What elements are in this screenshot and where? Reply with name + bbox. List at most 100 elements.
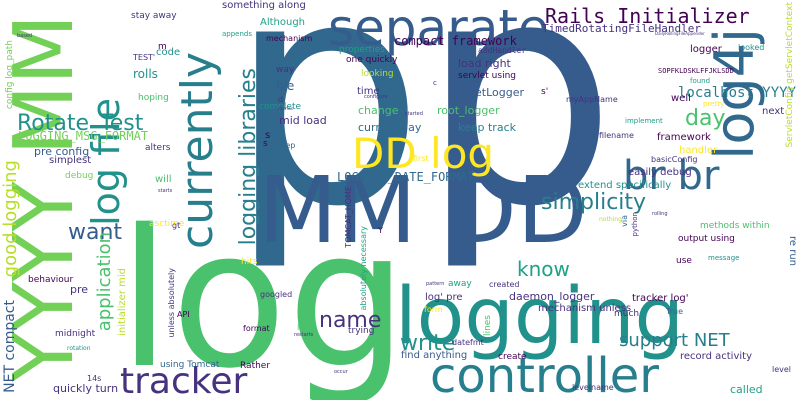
word-logger: logger [690, 45, 722, 55]
word-get-logger: getLogger [468, 87, 524, 98]
word-day: day [685, 108, 725, 130]
word-initializer-mid: initializer mid [118, 268, 128, 336]
word-looked: looked [738, 44, 764, 52]
word-way: way [276, 66, 294, 75]
word-based: based [17, 34, 32, 39]
word-much: much [614, 310, 639, 319]
word-one-quickly: one quickly [346, 56, 398, 65]
word-find-anything: find anything [401, 351, 467, 361]
word-behaviour: behaviour [28, 276, 73, 285]
word-extend-specifically: extend specifically [578, 181, 671, 191]
word-use: use [676, 257, 692, 266]
word-api: API [177, 311, 190, 319]
word-current-day: current day [358, 122, 421, 133]
word-although: Although [260, 18, 305, 28]
word-form: form [424, 306, 443, 314]
word-sopfkl: SOPFKLDSKLFFJKLSDD [658, 68, 734, 75]
word-implement: implement [625, 118, 663, 125]
word-pre-config: pre config [34, 146, 89, 157]
word-true: True [666, 308, 683, 316]
word-application: application [96, 232, 114, 331]
word-alters: alters [145, 144, 170, 153]
word-14s: 14s [87, 375, 101, 383]
word-mechanism: mechanism [266, 35, 312, 43]
word-properties: properties [339, 46, 385, 55]
word-localhost-yyyy: localhost YYYY [678, 86, 796, 100]
word-re-run: re run [787, 236, 797, 266]
word-trying: trying [348, 327, 374, 336]
word-midnight: midnight [55, 330, 95, 339]
word-will: will [155, 175, 172, 185]
word-test: TEST' [133, 54, 155, 62]
word-daily-rolling: DailyRollingFileAppender [655, 32, 705, 36]
word-datefmt: datefmt [452, 339, 484, 347]
word-using-tomcat: using Tomcat [160, 361, 219, 370]
word-tomcat-home: TOMCAT_HOME [345, 186, 353, 248]
word-net-compact: NET compact [3, 300, 17, 393]
word-well: well [671, 94, 691, 104]
word-my-app-name: myAppName [566, 96, 618, 104]
word-good-logging: good logging [2, 160, 20, 277]
word-create: create [498, 353, 527, 362]
word-pattern: pattern [426, 282, 444, 287]
word-tracker-log: tracker log' [632, 294, 689, 304]
word-pretty: pretty [703, 101, 724, 108]
word-logging-date-format: LOGGING_DATE_FORMAT [337, 171, 474, 183]
word-root-logger: root_logger [437, 105, 500, 116]
word-created: created [489, 281, 519, 289]
word-pre: pre [70, 284, 88, 295]
word-log-pre: log' pre [425, 293, 463, 303]
word-nothing: nothing [599, 217, 622, 223]
word-format: format [243, 325, 270, 333]
word-know: know [517, 259, 570, 279]
word-levelname: levelname [572, 384, 614, 392]
word-quickly-turn: quickly turn [53, 383, 118, 394]
word-called: called [730, 384, 763, 395]
word-simplicity: simplicity [541, 192, 646, 214]
word-rotation: rotation [67, 346, 91, 352]
word-add-handler: addHandler [478, 47, 526, 55]
word-record-activity: record activity [680, 352, 752, 362]
word-s-quote: s' [541, 88, 548, 97]
word-y: Y [378, 227, 383, 235]
word-methods-within: methods within [700, 222, 770, 231]
word-appends: appends [222, 31, 252, 38]
word-servlet-using: servlet using [458, 72, 516, 81]
word-change: change [358, 105, 398, 116]
word-lines: lines [484, 315, 493, 336]
word-s2: s [263, 140, 268, 149]
word-unless-absolutely: unless absolutely [168, 268, 176, 338]
word-next: next [762, 107, 784, 117]
word-python: python [632, 212, 639, 237]
word-first: first [413, 155, 429, 163]
word-occur: occur [334, 370, 348, 375]
word-info: info [297, 324, 312, 332]
word-starts: starts [158, 189, 172, 194]
word-configure: configure [364, 95, 388, 100]
word-googled: googled [260, 291, 292, 299]
word-support-net: support NET [619, 332, 730, 350]
word-mid-load: mid load [279, 115, 327, 126]
word-gt: gt [172, 222, 180, 230]
word-rolls: rolls [133, 68, 158, 80]
word-filename: filename [599, 132, 634, 140]
word-output-using: output using [678, 235, 735, 244]
word-stay-away: stay away [131, 12, 177, 21]
word-file: file [276, 80, 294, 92]
word-servlet-config: ServletConfig getServletContext [786, 2, 795, 147]
word-dismiss: dismiss [278, 107, 293, 111]
word-sleep: sleep [274, 142, 295, 150]
word-absolutely-necessary: absolutely necessary [360, 226, 368, 310]
word-m: m [158, 43, 167, 52]
word-framework: framework [657, 133, 711, 143]
word-looking: looking [361, 70, 394, 79]
word-away: away [448, 280, 472, 289]
word-c: c [433, 80, 437, 87]
word-basic-config: basicConfig [651, 156, 697, 164]
word-level: level [772, 366, 791, 374]
word-something-along: something along [222, 1, 306, 11]
word-hits: hits [241, 258, 257, 267]
word-keep-track: keep track [458, 122, 516, 133]
word-restarts: restarts [294, 333, 313, 338]
